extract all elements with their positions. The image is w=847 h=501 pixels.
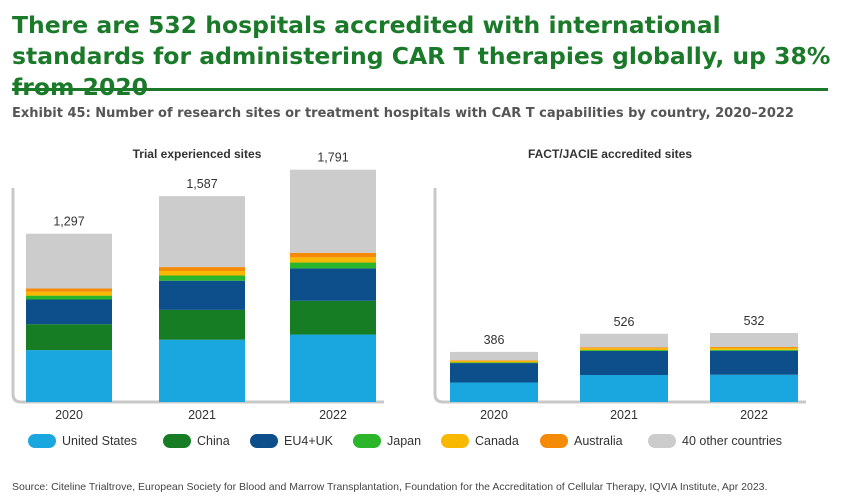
bar-segment-eu4-uk-2020 — [26, 299, 112, 325]
chart-axis-frame — [433, 188, 806, 404]
bar-segment-united-states-2021 — [159, 339, 245, 402]
headline-divider — [12, 88, 828, 91]
legend-label: Canada — [475, 434, 519, 448]
source-note: Source: Citeline Trialtrove, European So… — [12, 481, 768, 493]
legend: United States China EU4+UK Japan Canada … — [28, 431, 828, 451]
bar-segment-united-states-2022 — [290, 334, 376, 402]
bar-segment-china-2021 — [159, 309, 245, 340]
bar-segment-40-other-countries-2022 — [290, 169, 376, 253]
x-tick-label: 2021 — [188, 408, 216, 422]
x-tick-label: 2020 — [55, 408, 83, 422]
legend-item-japan: Japan — [353, 431, 421, 451]
bar-segment-canada-2020 — [26, 291, 112, 296]
charts-canvas: Trial experienced sites 1,297 2020 1,587 202… — [11, 147, 806, 422]
x-tick-label: 2021 — [610, 408, 638, 422]
bar-segment-canada-2020 — [450, 360, 538, 363]
bar-total-label: 526 — [614, 315, 635, 329]
bar-segment-40-other-countries-2020 — [26, 233, 112, 289]
legend-label: EU4+UK — [284, 434, 333, 448]
legend-item-other-countries: 40 other countries — [648, 431, 782, 451]
bar-segment-japan-2021 — [580, 350, 668, 352]
page-headline: There are 532 hospitals accredited with … — [12, 11, 831, 101]
legend-label: Japan — [387, 434, 422, 448]
legend-swatch — [28, 434, 56, 448]
bar-segment-eu4-uk-2022 — [710, 350, 798, 375]
bar-segment-japan-2022 — [290, 262, 376, 269]
bar-segment-japan-2020 — [450, 362, 538, 364]
legend-swatch — [648, 434, 676, 448]
legend-item-canada: Canada — [441, 431, 519, 451]
bar-total-label: 1,587 — [186, 177, 217, 191]
legend-swatch — [540, 434, 568, 448]
bar-segment-eu4-uk-2020 — [450, 363, 538, 383]
exhibit-title: Exhibit 45: Number of research sites or … — [12, 106, 794, 121]
bar-total-label: 1,791 — [317, 151, 348, 165]
bar-segment-australia-2021 — [580, 347, 668, 349]
legend-label: Australia — [574, 434, 623, 448]
chart-axis-frame — [11, 188, 384, 404]
bar-segment-australia-2022 — [290, 252, 376, 258]
bar-segment-eu4-uk-2021 — [580, 351, 668, 376]
bar-total-label: 1,297 — [53, 215, 84, 229]
bar-segment-40-other-countries-2021 — [580, 333, 668, 348]
bar-segment-canada-2021 — [580, 348, 668, 351]
bar-segment-eu4-uk-2022 — [290, 268, 376, 301]
bar-segment-china-2022 — [290, 300, 376, 335]
legend-label: United States — [62, 434, 138, 448]
bar-total-label: 532 — [744, 314, 765, 328]
bar-segment-canada-2022 — [290, 257, 376, 263]
bar-segment-australia-2020 — [450, 360, 538, 361]
bar-segment-united-states-2021 — [580, 375, 668, 402]
legend-swatch — [353, 434, 381, 448]
x-tick-label: 2022 — [319, 408, 347, 422]
legend-swatch — [163, 434, 191, 448]
bar-segment-australia-2021 — [159, 267, 245, 271]
bar-segment-japan-2021 — [159, 275, 245, 281]
legend-item-australia: Australia — [540, 431, 623, 451]
bar-segment-united-states-2022 — [710, 374, 798, 402]
legend-item-china: China — [163, 431, 230, 451]
bar-segment-china-2020 — [26, 324, 112, 351]
bar-segment-canada-2022 — [710, 347, 798, 350]
bar-segment-united-states-2020 — [450, 382, 538, 402]
chart-title: Trial experienced sites — [133, 147, 262, 161]
legend-label: 40 other countries — [682, 434, 783, 448]
bar-segment-40-other-countries-2020 — [450, 351, 538, 361]
bar-segment-eu4-uk-2021 — [159, 280, 245, 310]
bar-total-label: 386 — [484, 333, 505, 347]
bar-segment-40-other-countries-2022 — [710, 332, 798, 347]
x-tick-label: 2020 — [480, 408, 508, 422]
legend-swatch — [250, 434, 278, 448]
bar-segment-40-other-countries-2021 — [159, 196, 245, 268]
x-tick-label: 2022 — [740, 408, 768, 422]
legend-item-united-states: United States — [28, 431, 137, 451]
chart-title: FACT/JACIE accredited sites — [528, 147, 692, 161]
legend-label: China — [197, 434, 230, 448]
legend-swatch — [441, 434, 469, 448]
bar-segment-canada-2021 — [159, 270, 245, 276]
bar-segment-australia-2022 — [710, 346, 798, 348]
bar-segment-japan-2020 — [26, 295, 112, 300]
bar-segment-australia-2020 — [26, 288, 112, 292]
legend-item-eu4-uk: EU4+UK — [250, 431, 333, 451]
bar-segment-japan-2022 — [710, 349, 798, 351]
bar-segment-united-states-2020 — [26, 350, 112, 402]
